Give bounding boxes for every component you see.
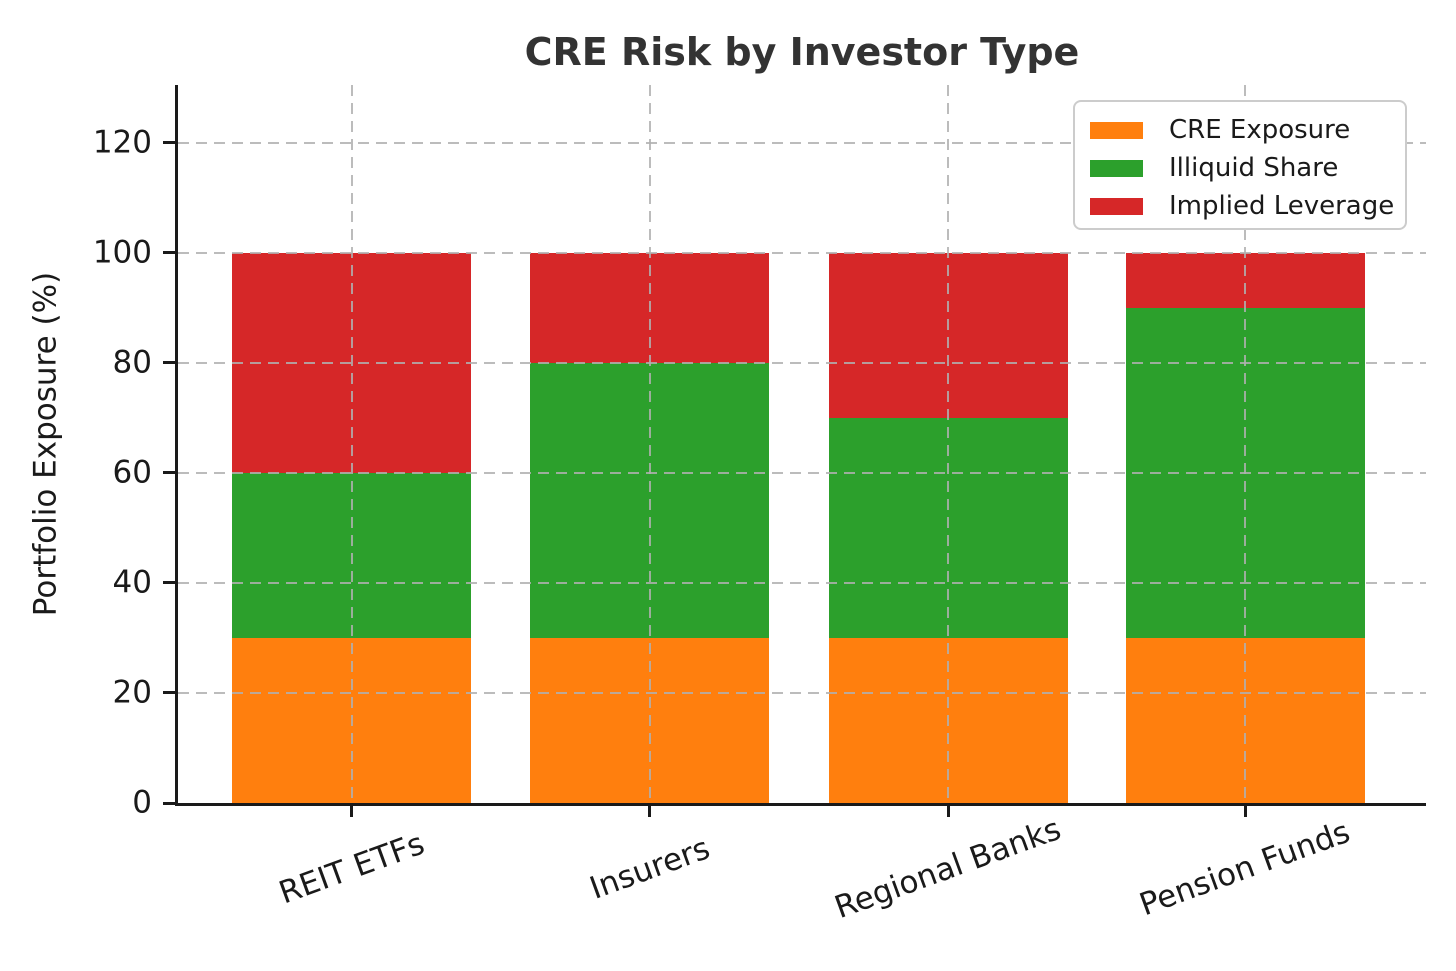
legend-label: Implied Leverage — [1169, 191, 1395, 221]
x-axis-spine — [175, 803, 1426, 806]
legend-item: Implied Leverage — [1090, 187, 1405, 225]
legend-swatch — [1090, 197, 1143, 215]
gridline-horizontal — [178, 361, 1426, 364]
y-tick-mark — [163, 691, 175, 695]
y-tick-label: 40 — [112, 564, 152, 601]
gridline-horizontal — [178, 141, 1426, 144]
y-tick-label: 100 — [92, 234, 152, 271]
gridline-vertical — [1244, 85, 1247, 803]
y-tick-label: 120 — [92, 124, 152, 161]
y-axis-spine — [175, 85, 178, 806]
legend-item: CRE Exposure — [1090, 111, 1405, 149]
y-tick-label: 80 — [112, 344, 152, 381]
y-tick-mark — [163, 141, 175, 145]
y-tick-label: 20 — [112, 674, 152, 711]
gridline-horizontal — [178, 691, 1426, 694]
x-tick-mark — [648, 806, 652, 817]
x-tick-label: Insurers — [585, 830, 715, 907]
plot-area — [178, 85, 1426, 803]
chart-title: CRE Risk by Investor Type — [524, 30, 1080, 74]
gridline-vertical — [947, 85, 950, 803]
legend-swatch — [1090, 121, 1143, 139]
legend-label: CRE Exposure — [1169, 115, 1351, 145]
legend-label: Illiquid Share — [1169, 153, 1339, 183]
gridline-vertical — [648, 85, 651, 803]
y-tick-mark — [163, 361, 175, 365]
legend-item: Illiquid Share — [1090, 149, 1405, 187]
x-tick-label: Pension Funds — [1134, 813, 1355, 924]
x-tick-mark — [1243, 806, 1247, 817]
legend: CRE Exposure Illiquid Share Implied Levera… — [1073, 100, 1407, 230]
legend-rows: CRE Exposure Illiquid Share Implied Levera… — [1090, 111, 1405, 225]
gridline-vertical — [350, 85, 353, 803]
gridline-horizontal — [178, 581, 1426, 584]
y-tick-label: 60 — [112, 454, 152, 491]
legend-swatch — [1090, 159, 1143, 177]
gridline-horizontal — [178, 251, 1426, 254]
y-tick-mark — [163, 581, 175, 585]
x-tick-mark — [946, 806, 950, 817]
y-tick-mark — [163, 251, 175, 255]
x-tick-mark — [350, 806, 354, 817]
x-tick-label: REIT ETFs — [274, 825, 430, 912]
x-tick-label: Regional Banks — [830, 810, 1066, 927]
gridline-horizontal — [178, 471, 1426, 474]
y-axis-label: Portfolio Exposure (%) — [27, 271, 64, 617]
y-tick-label: 0 — [132, 784, 152, 821]
y-tick-mark — [163, 801, 175, 805]
y-tick-mark — [163, 471, 175, 475]
